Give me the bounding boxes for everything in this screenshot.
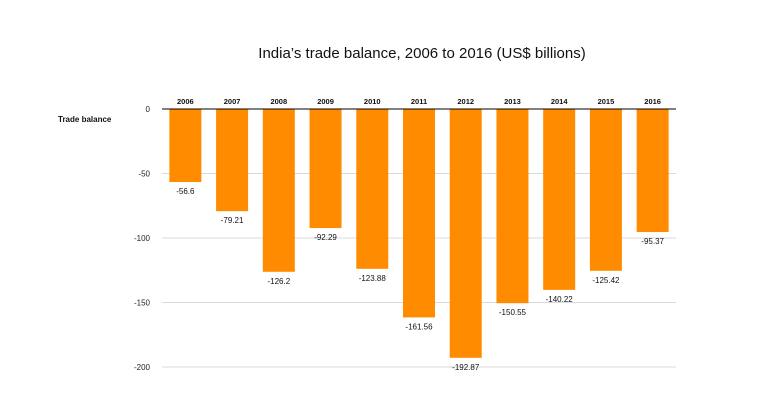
category-label: 2009 — [317, 97, 334, 106]
data-label: -95.37 — [641, 237, 664, 246]
y-tick-label: -50 — [138, 170, 150, 179]
bar — [449, 109, 482, 358]
bar — [496, 109, 529, 304]
data-label: -125.42 — [592, 276, 620, 285]
category-label: 2013 — [504, 97, 521, 106]
data-label: -140.22 — [546, 295, 574, 304]
bar — [262, 109, 295, 272]
y-tick-label: -150 — [134, 299, 151, 308]
y-tick-label: -100 — [134, 234, 151, 243]
data-label: -123.88 — [359, 274, 387, 283]
bar — [589, 109, 622, 271]
category-label: 2007 — [224, 97, 241, 106]
category-label: 2012 — [457, 97, 474, 106]
data-label: -92.29 — [314, 233, 337, 242]
category-label: 2016 — [644, 97, 661, 106]
category-label: 2006 — [177, 97, 194, 106]
labels: 0 -50 -100 -150 -200 -56.6 2006 -79.21 2007 -126.… — [134, 97, 665, 372]
bar — [543, 109, 576, 290]
y-tick-label: 0 — [146, 105, 151, 114]
y-axis-label: Trade balance — [58, 115, 112, 124]
bar — [216, 109, 249, 212]
category-label: 2014 — [551, 97, 569, 106]
bar — [169, 109, 202, 183]
data-label: -192.87 — [452, 363, 480, 372]
y-tick-label: -200 — [134, 363, 151, 372]
category-label: 2015 — [598, 97, 615, 106]
data-label: -150.55 — [499, 308, 527, 317]
data-label: -79.21 — [221, 216, 244, 225]
data-label: -56.6 — [176, 187, 195, 196]
category-label: 2010 — [364, 97, 381, 106]
data-label: -126.2 — [267, 277, 290, 286]
chart-title: India’s trade balance, 2006 to 2016 (US$… — [258, 45, 585, 62]
data-label: -161.56 — [405, 322, 433, 331]
bar — [309, 109, 342, 229]
bar — [636, 109, 669, 233]
category-label: 2011 — [411, 97, 427, 106]
bar — [356, 109, 389, 269]
bar — [403, 109, 435, 318]
category-label: 2008 — [270, 97, 287, 106]
bars — [169, 109, 669, 358]
